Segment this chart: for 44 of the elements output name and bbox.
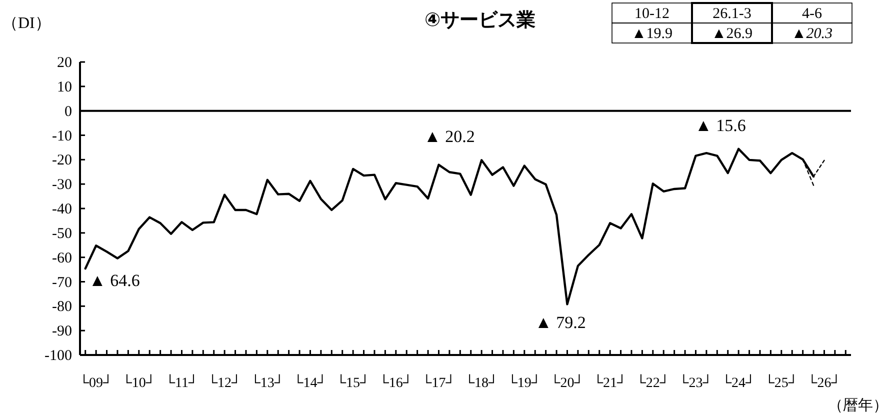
y-tick-label: -60: [52, 250, 72, 266]
annotation: ▲ 20.2: [424, 127, 475, 146]
x-tick-label: └16┘: [378, 374, 413, 391]
annotation: ▲ 79.2: [535, 313, 586, 332]
text: 4-6: [802, 6, 822, 22]
y-tick-label: 10: [57, 79, 72, 96]
y-tick-label: 20: [57, 55, 72, 71]
x-tick-label: └11┘: [165, 374, 198, 391]
x-axis-title: （暦年）: [828, 397, 888, 414]
y-tick-label: -40: [52, 202, 72, 218]
x-tick-label: └20┘: [550, 374, 584, 391]
y-tick-label: 0: [64, 104, 72, 120]
x-tick-label: └24┘: [722, 374, 756, 391]
y-tick-label: -10: [52, 128, 72, 144]
x-tick-label: └18┘: [464, 374, 498, 391]
y-tick-label: -30: [52, 177, 72, 194]
annotation: ▲ 15.6: [695, 116, 746, 135]
x-tick-label: └23┘: [678, 374, 713, 391]
y-tick-label: -20: [52, 152, 72, 169]
x-tick-label: └14┘: [293, 374, 328, 391]
y-tick-label: -70: [52, 274, 72, 291]
text: ▲19.9: [631, 26, 673, 42]
x-tick-label: └19┘: [507, 374, 542, 391]
y-tick-label: -80: [52, 299, 72, 316]
text: 26.1-3: [712, 6, 752, 22]
text: ▲20.3: [791, 26, 833, 42]
x-tick-label: └10┘: [122, 374, 156, 391]
x-tick-label: └26┘: [807, 374, 842, 391]
x-tick-label: └25┘: [764, 374, 798, 391]
y-tick-label: -100: [44, 348, 72, 364]
x-tick-label: └15┘: [336, 374, 370, 391]
annotation: ▲ 64.6: [89, 271, 140, 290]
x-tick-label: └13┘: [250, 374, 284, 391]
text: ▲26.9: [711, 26, 753, 42]
x-tick-label: └12┘: [208, 374, 242, 391]
x-tick-label: └09┘: [79, 374, 113, 391]
y-tick-label: -90: [52, 324, 72, 340]
x-tick-label: └22┘: [636, 374, 670, 391]
y-tick-label: -50: [52, 226, 72, 242]
text: 10-12: [634, 6, 670, 22]
y-axis-title: （DI）: [2, 15, 51, 32]
chart-title: ④サービス業: [424, 9, 536, 31]
x-tick-label: └21┘: [593, 374, 627, 391]
x-tick-label: └17┘: [422, 374, 456, 391]
